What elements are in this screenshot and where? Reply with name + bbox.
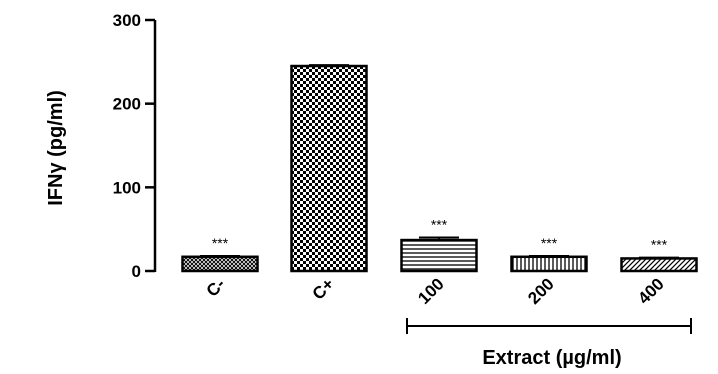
category-label-200: 200	[524, 274, 557, 307]
bar-C-	[181, 255, 259, 273]
y-axis-title: IFNγ (pg/ml)	[45, 90, 67, 206]
bars-group: *** *** *** ***	[153, 64, 698, 273]
category-labels: C- C+ 100 200 400	[203, 274, 668, 308]
y-tick-label: 300	[113, 11, 141, 30]
bar-400	[620, 257, 698, 273]
y-tick-label: 100	[113, 178, 141, 197]
significance-label: ***	[431, 217, 448, 233]
category-label-C+: C+	[309, 274, 338, 303]
bar-200	[510, 255, 588, 273]
y-tick-label: 200	[113, 95, 141, 114]
category-label-400: 400	[634, 274, 667, 307]
significance-label: ***	[651, 237, 668, 253]
significance-label: ***	[541, 235, 558, 251]
y-axis-ticks: 0 100 200 300	[113, 11, 155, 281]
category-label-C-: C-	[203, 274, 229, 300]
category-label-100: 100	[414, 274, 447, 307]
y-tick-label: 0	[132, 262, 141, 281]
bar-C+	[290, 64, 368, 273]
significance-label: ***	[212, 235, 229, 251]
extract-bracket	[406, 318, 692, 334]
x-axis-title: Extract (µg/ml)	[482, 347, 621, 369]
bar-100	[400, 238, 478, 273]
